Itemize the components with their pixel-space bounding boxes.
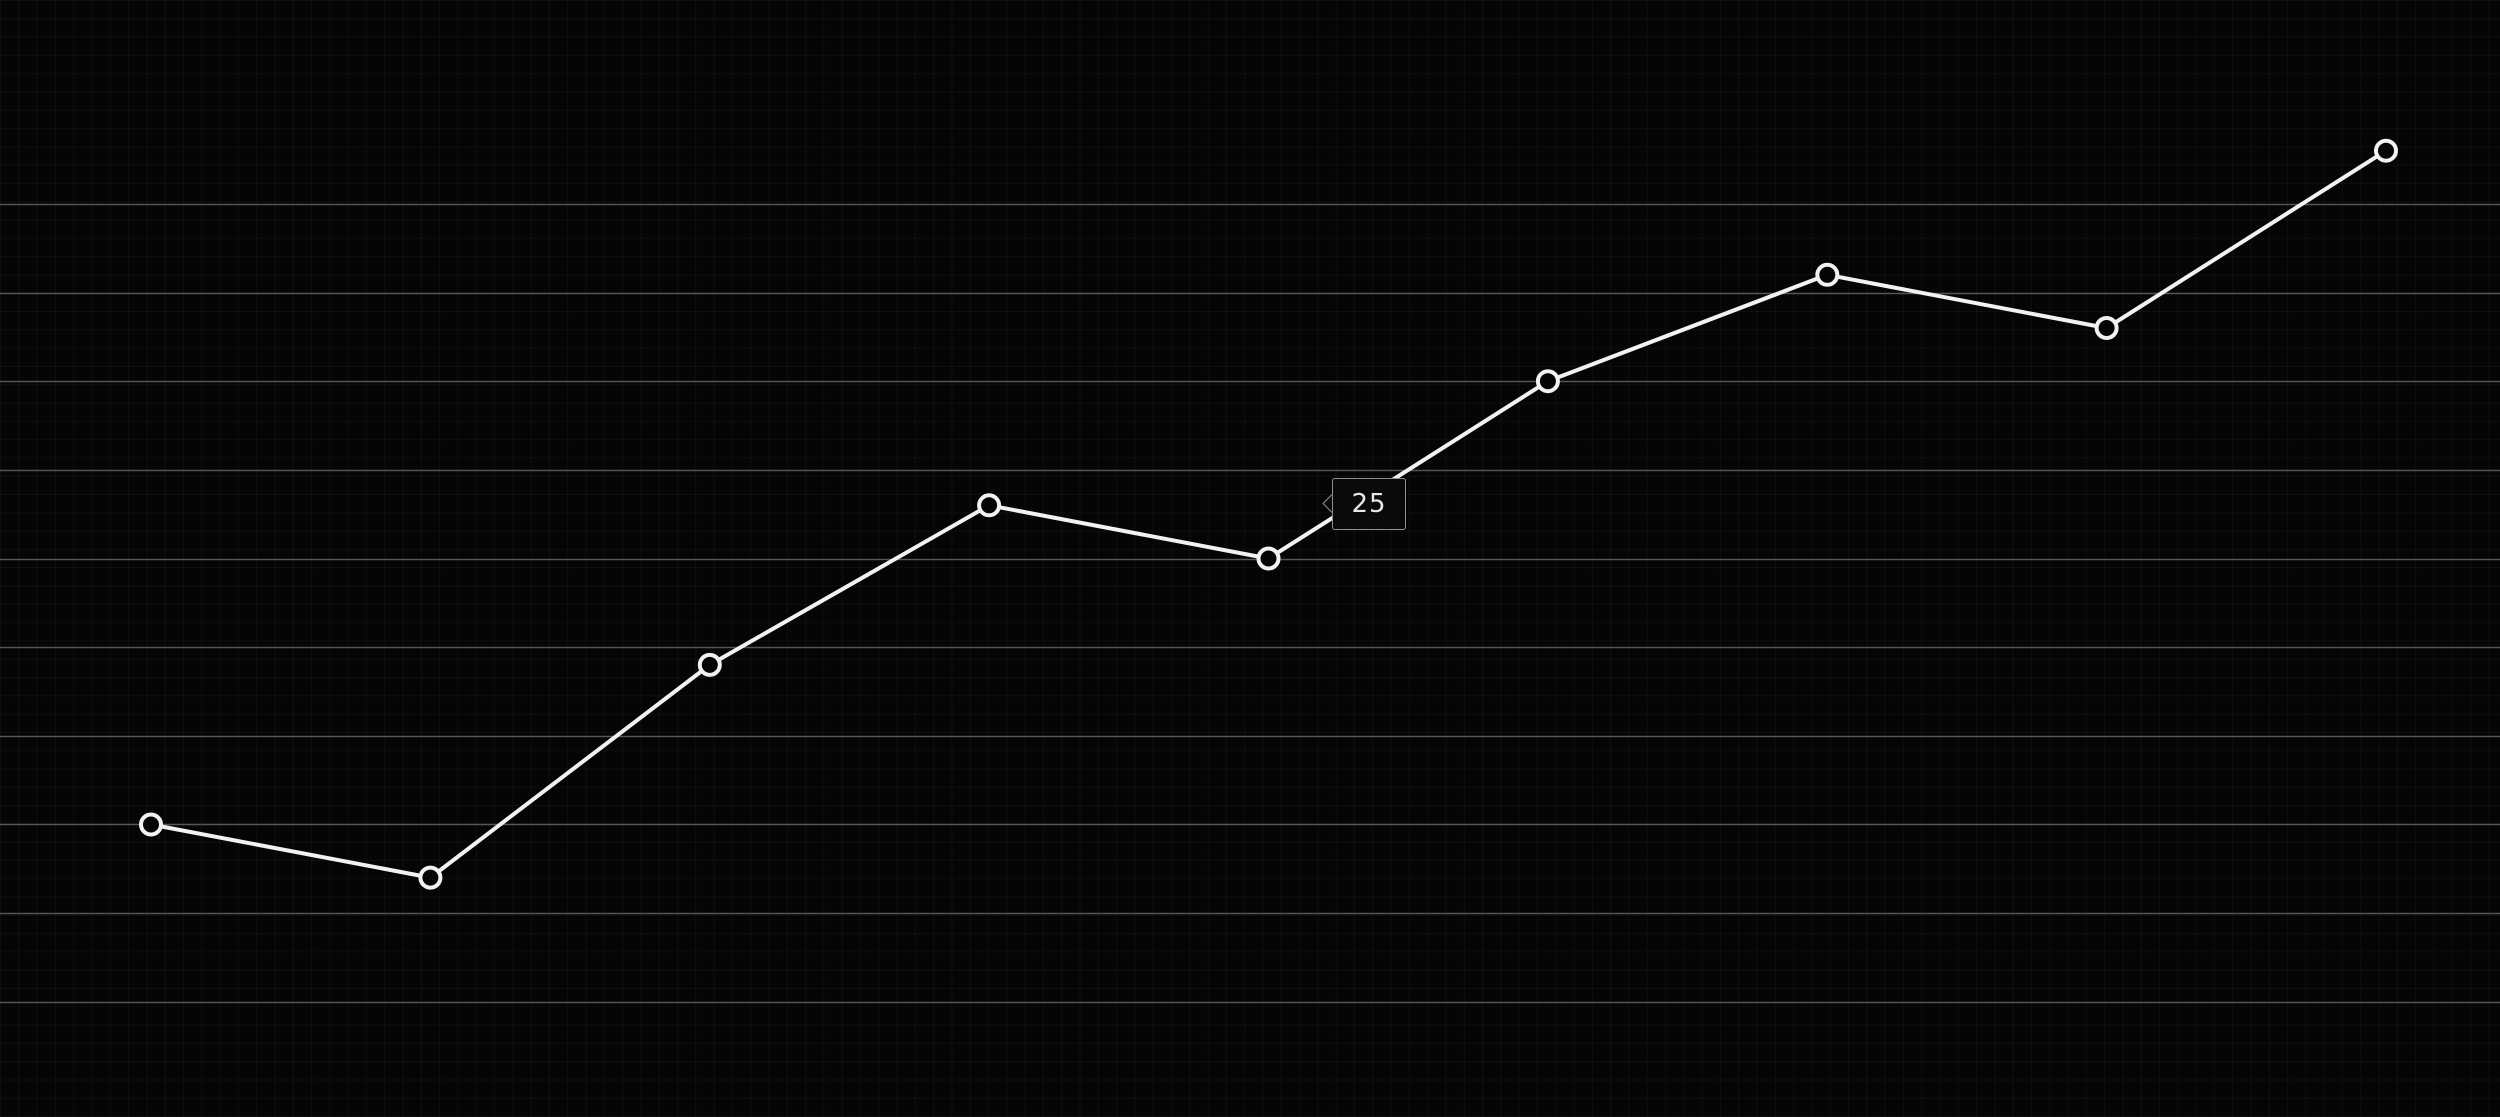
series-line-group: [150, 149, 2388, 880]
tooltip-value: 25: [1351, 489, 1387, 519]
data-point[interactable]: [1815, 262, 1840, 287]
value-tooltip: 25: [1332, 478, 1406, 530]
data-point[interactable]: [697, 652, 722, 677]
data-points: [139, 138, 2398, 890]
data-point[interactable]: [1256, 546, 1281, 571]
data-point[interactable]: [1535, 369, 1560, 394]
data-point[interactable]: [418, 865, 443, 890]
series-line: [150, 149, 2388, 880]
data-point[interactable]: [139, 812, 163, 837]
gridlines: [0, 203, 2500, 1004]
data-point[interactable]: [977, 493, 1002, 518]
data-point[interactable]: [2374, 138, 2398, 163]
data-point[interactable]: [2094, 316, 2119, 340]
